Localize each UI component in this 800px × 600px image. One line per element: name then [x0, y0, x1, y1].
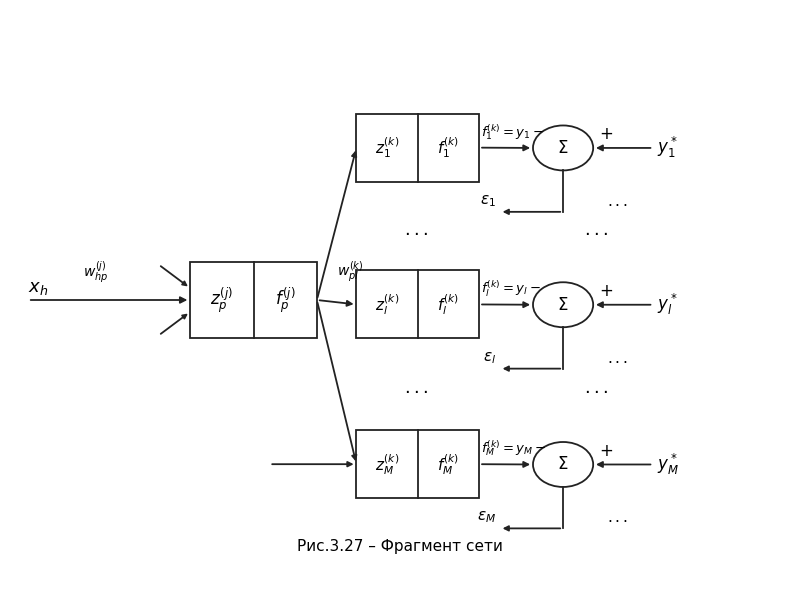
Text: $...$: $...$ [606, 194, 627, 209]
Text: $f_l^{(k)}$: $f_l^{(k)}$ [438, 292, 459, 317]
Text: $...$: $...$ [404, 221, 428, 239]
Text: $\varepsilon_M$: $\varepsilon_M$ [477, 510, 496, 526]
Text: $\varepsilon_1$: $\varepsilon_1$ [480, 193, 496, 209]
Text: $y_M^*$: $y_M^*$ [658, 452, 679, 477]
Text: Рис.3.27 – Фрагмент сети: Рис.3.27 – Фрагмент сети [297, 539, 503, 554]
Bar [357, 271, 479, 338]
Text: $w_{hp}^{(j)}$: $w_{hp}^{(j)}$ [82, 259, 108, 284]
Text: $...$: $...$ [584, 221, 609, 239]
Text: $\Sigma$: $\Sigma$ [558, 139, 569, 157]
Text: $+$: $+$ [599, 125, 614, 143]
Text: $z_p^{(j)}$: $z_p^{(j)}$ [210, 286, 234, 314]
Text: $+$: $+$ [599, 282, 614, 300]
Text: $...$: $...$ [606, 350, 627, 365]
Text: $z_l^{(k)}$: $z_l^{(k)}$ [375, 292, 399, 317]
Text: $f_p^{(j)}$: $f_p^{(j)}$ [275, 286, 295, 314]
Text: $y_1^*$: $y_1^*$ [658, 136, 678, 160]
Text: $+$: $+$ [599, 442, 614, 460]
Text: $f_1^{(k)} = y_1 -$: $f_1^{(k)} = y_1 -$ [481, 122, 544, 142]
Text: $\Sigma$: $\Sigma$ [558, 455, 569, 473]
Text: $...$: $...$ [404, 379, 428, 397]
Text: $\varepsilon_l$: $\varepsilon_l$ [482, 350, 496, 365]
Text: $f_M^{(k)}$: $f_M^{(k)}$ [438, 452, 459, 476]
Text: $f_M^{(k)} = y_M -$: $f_M^{(k)} = y_M -$ [481, 439, 546, 458]
Text: $w_{pl}^{(k)}$: $w_{pl}^{(k)}$ [337, 260, 363, 285]
Text: $x_h$: $x_h$ [28, 279, 48, 297]
Text: $z_M^{(k)}$: $z_M^{(k)}$ [375, 452, 399, 476]
Bar [190, 262, 317, 338]
Text: $f_1^{(k)}$: $f_1^{(k)}$ [438, 135, 459, 160]
Bar [357, 113, 479, 182]
Bar [357, 430, 479, 498]
Text: $y_l^*$: $y_l^*$ [658, 292, 678, 317]
Text: $\Sigma$: $\Sigma$ [558, 296, 569, 314]
Text: $f_l^{(k)} = y_l -$: $f_l^{(k)} = y_l -$ [481, 278, 541, 299]
Text: $...$: $...$ [606, 511, 627, 526]
Text: $z_1^{(k)}$: $z_1^{(k)}$ [375, 135, 399, 160]
Text: $...$: $...$ [584, 379, 609, 397]
